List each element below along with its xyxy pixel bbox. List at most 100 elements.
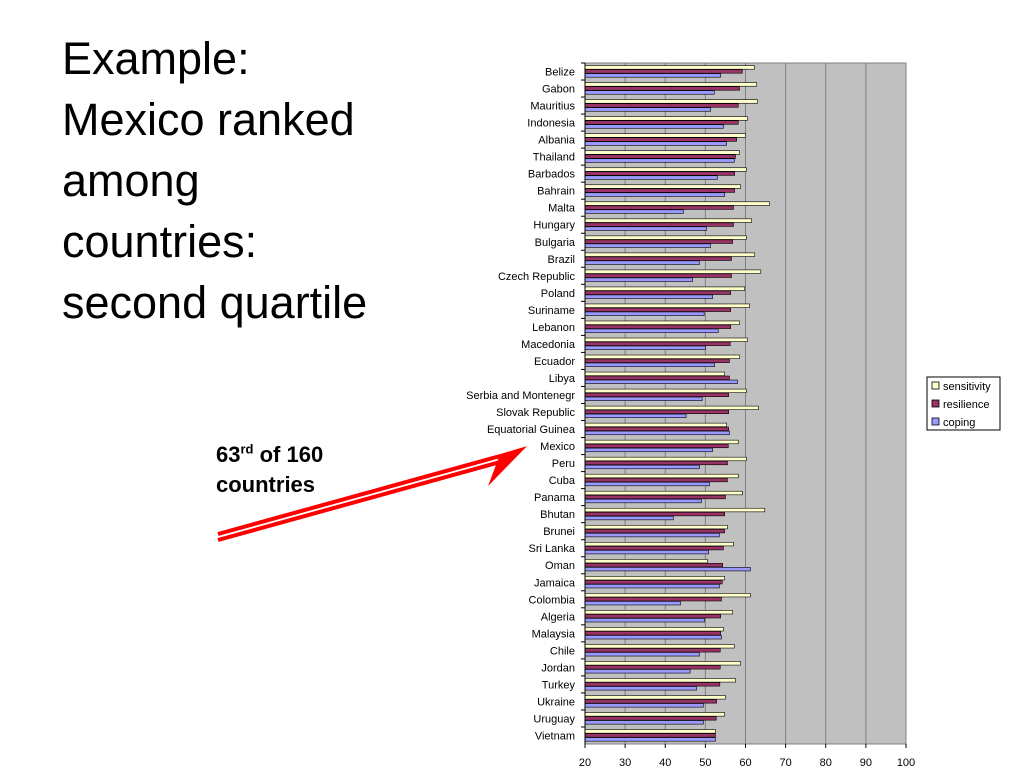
coping-bar [584,362,715,367]
legend-label: resilience [943,399,989,411]
coping-bar [584,175,718,180]
sensitivity-bar [584,167,747,172]
resilience-bar [584,256,732,261]
coping-bar [584,601,681,606]
coping-bar [584,481,710,487]
coping-bar [584,532,720,538]
sensitivity-bar [584,627,724,632]
arrow-head [488,446,527,487]
resilience-bar [584,307,731,312]
coping-bar [584,294,713,299]
resilience-bar [584,682,721,687]
resilience-bar [584,171,735,176]
resilience-bar [584,341,731,346]
coping-bar [584,464,700,470]
category-label: Slovak Republic [496,407,575,419]
sensitivity-bar [584,235,747,240]
callout-line-1: 63rd of 160 [216,440,323,470]
resilience-bar [584,86,740,91]
resilience-bar [584,460,728,466]
x-axis-ticks: 20 30 40 50 60 70 80 90 100 [579,744,915,768]
coping-bar [584,311,705,316]
tick-label: 30 [619,757,631,768]
rank-total: of 160 [253,442,324,467]
sensitivity-bar [584,82,758,87]
arrow-shaft [217,454,501,536]
sensitivity-bar [584,712,725,717]
category-label: Turkey [542,679,576,691]
category-label: Sri Lanka [529,543,576,555]
coping-bar [584,328,719,333]
category-label: Malaysia [532,628,576,640]
resilience-bar [584,545,724,551]
resilience-bar [584,290,731,295]
coping-bar [584,345,706,350]
sensitivity-bar [584,388,747,393]
resilience-bar [584,273,732,278]
title-line: Mexico ranked [62,94,355,145]
coping-bar [584,737,716,742]
coping-bar [584,124,724,129]
rank-suffix: rd [240,441,254,457]
coping-bar [584,226,707,231]
sensitivity-bar [584,422,727,428]
sensitivity-bar [584,678,736,683]
arrow-shaft [217,460,501,542]
coping-bar [584,720,704,725]
sensitivity-bar [584,405,759,411]
rank-number: 63 [216,442,241,467]
coping-bar [584,498,702,504]
sensitivity-bar [584,269,762,274]
coping-bar [584,243,711,248]
coping-bar [584,618,705,623]
resilience-bar [584,409,729,415]
sensitivity-bar [584,252,756,257]
tick-label: 50 [699,757,711,768]
category-label: Indonesia [527,118,576,130]
coping-bar [584,703,704,708]
coping-bar [584,686,697,691]
resilience-bar [584,205,734,210]
resilience-bar [584,716,717,721]
sensitivity-bar [584,303,750,308]
category-label: Thailand [533,152,575,164]
tick-label: 90 [860,757,872,768]
category-label: Gabon [542,84,575,96]
resilience-bar [584,375,730,380]
sensitivity-bar [584,559,708,564]
category-label: Mexico [540,441,575,453]
category-label: Vietnam [535,730,575,742]
sensitivity-bar [584,507,766,513]
pointer-arrow [217,446,527,542]
category-label: Hungary [533,220,575,232]
sensitivity-bar [584,320,740,325]
resilience-bar [584,324,731,329]
coping-bar [584,209,684,214]
category-label: Bhutan [540,509,575,521]
tick-label: 60 [739,757,751,768]
sensitivity-bar [584,695,726,700]
sensitivity-bar [584,218,752,223]
category-label: Jamaica [534,577,576,589]
resilience-bar [584,222,734,227]
coping-bar [584,549,709,555]
sensitivity-bar [584,201,770,206]
category-label: Serbia and Montenegr [466,390,575,402]
sensitivity-bar [584,65,755,70]
category-label: Oman [545,560,575,572]
tick-label: 80 [820,757,832,768]
resilience-bar [584,137,737,142]
category-label: Ukraine [537,696,575,708]
category-label: Mauritius [530,101,575,113]
sensitivity-bar [584,99,758,104]
resilience-bar [584,528,725,534]
category-label: Brunei [543,526,575,538]
category-label: Equatorial Guinea [487,424,576,436]
resilience-bar [584,69,743,74]
sensitivity-bar [584,541,734,547]
sensitivity-bar [584,729,716,734]
category-label: Libya [549,373,576,385]
coping-bar [584,584,720,589]
legend-swatch [931,399,940,408]
